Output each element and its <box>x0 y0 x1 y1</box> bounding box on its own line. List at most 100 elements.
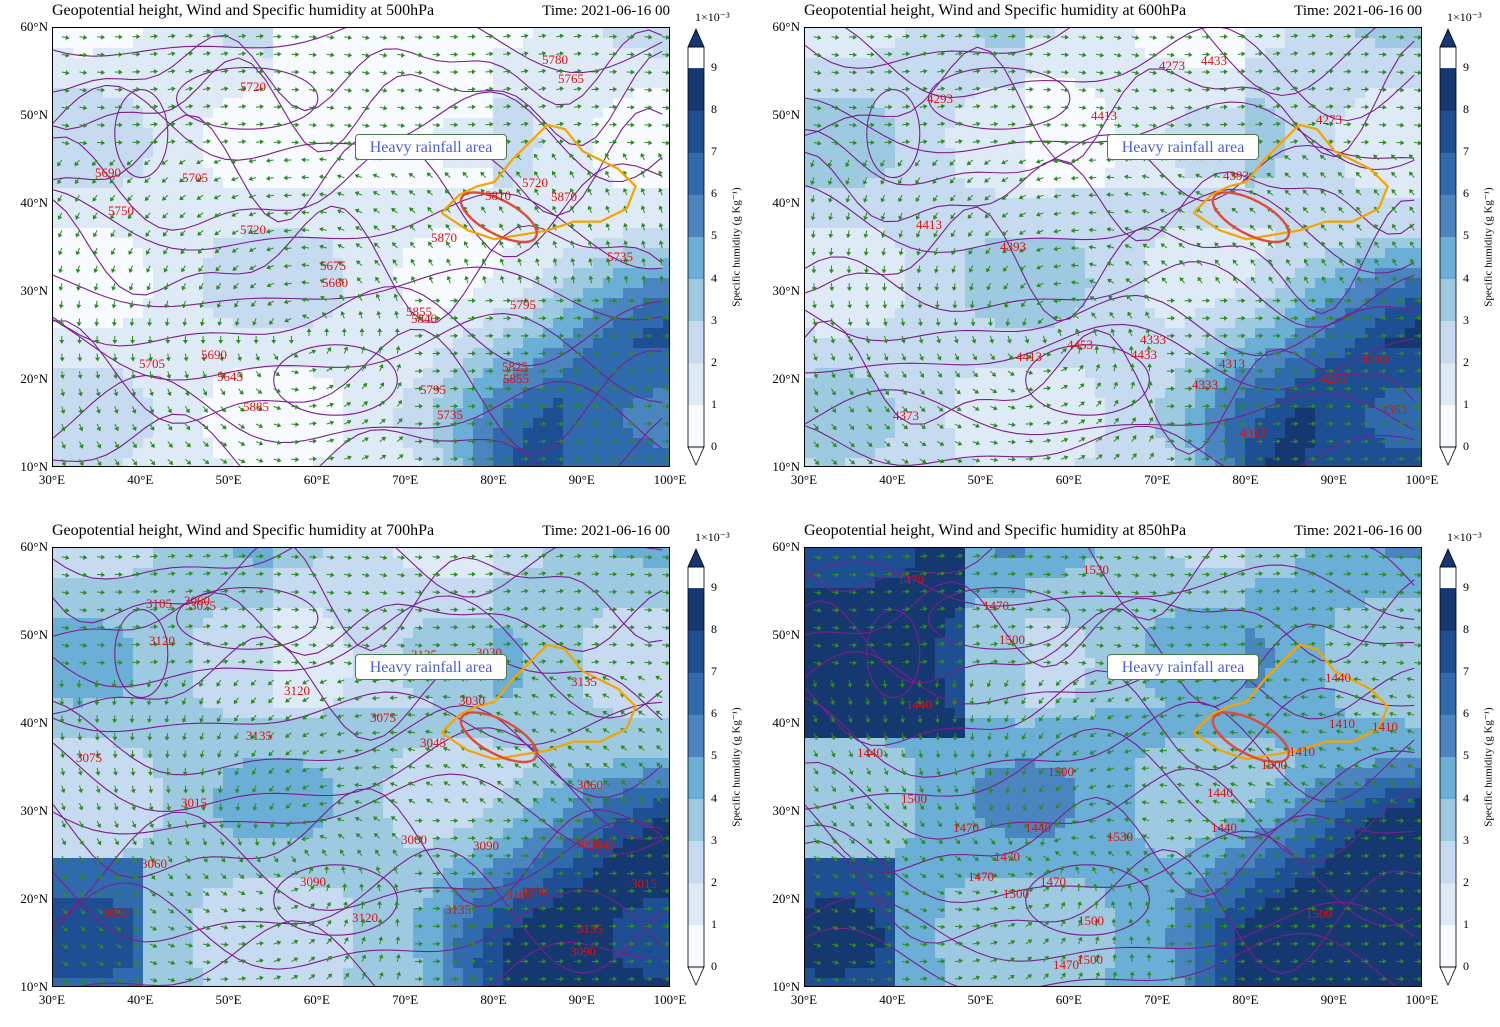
contour-label: 4433 <box>1201 53 1227 68</box>
contour-label: 1470 <box>953 820 979 835</box>
lat-tick-label: 50°N <box>752 627 800 643</box>
colorbar-tick-label: 2 <box>1463 355 1469 370</box>
colorbar-tick-label: 9 <box>711 60 717 75</box>
colorbar-exponent: 1×10⁻³ <box>1447 10 1482 25</box>
colorbar-tick-label: 5 <box>711 748 717 763</box>
map-panel: Geopotential height, Wind and Specific h… <box>0 0 750 507</box>
lon-tick-label: 30°E <box>27 992 77 1008</box>
colorbar-tick-label: 8 <box>1463 102 1469 117</box>
colorbar-segment <box>1440 405 1456 448</box>
map-panel: Geopotential height, Wind and Specific h… <box>752 520 1500 1027</box>
contour-label: 4433 <box>1131 347 1157 362</box>
contour-label: 3090 <box>300 874 326 889</box>
map-canvas: 1440147014701500153014401500147014401500… <box>805 548 1422 987</box>
contour-label: 4413 <box>916 217 942 232</box>
colorbar-tick-label: 0 <box>1463 439 1469 454</box>
contour-label: 3060 <box>184 593 210 608</box>
contour-label: 3090 <box>473 838 499 853</box>
colorbar-max-arrow <box>688 549 704 567</box>
contour-label: 3120 <box>352 910 378 925</box>
contour-label: 4333 <box>1140 332 1166 347</box>
colorbar-segment <box>1440 110 1456 153</box>
colorbar-max-arrow <box>1440 549 1456 567</box>
contour-label: 3105 <box>146 596 172 611</box>
contour-label: 1500 <box>999 632 1025 647</box>
contour-label: 5840 <box>411 311 437 326</box>
panel-title: Geopotential height, Wind and Specific h… <box>804 2 1186 20</box>
contour-label: 1470 <box>1053 957 1079 972</box>
lon-tick-label: 40°E <box>115 472 165 488</box>
contour-label: 5885 <box>243 399 269 414</box>
contour-label: 1530 <box>1107 829 1133 844</box>
map-canvas: 3060304530603015313531503075303030453090… <box>53 548 670 987</box>
colorbar-exponent: 1×10⁻³ <box>695 10 730 25</box>
contour-label: 4253 <box>1321 371 1347 386</box>
colorbar-tick-label: 5 <box>711 228 717 243</box>
lon-tick-label: 90°E <box>1309 992 1359 1008</box>
colorbar-tick-label: 6 <box>711 186 717 201</box>
colorbar-tick-label: 2 <box>711 875 717 890</box>
lon-tick-label: 80°E <box>1220 992 1270 1008</box>
lat-tick-label: 60°N <box>0 19 48 35</box>
contour-label: 1500 <box>1077 952 1103 967</box>
lon-tick-label: 60°E <box>1044 472 1094 488</box>
contour-label: 5705 <box>182 170 208 185</box>
contour-label: 1440 <box>1207 785 1233 800</box>
lon-tick-label: 30°E <box>27 472 77 488</box>
contour-label: 1500 <box>901 791 927 806</box>
contour-label: 3075 <box>370 710 396 725</box>
colorbar-tick-label: 8 <box>711 102 717 117</box>
contour-label: 5660 <box>322 275 348 290</box>
colorbar-segment <box>1440 152 1456 195</box>
contour-label: 5705 <box>139 356 165 371</box>
panel-title: Geopotential height, Wind and Specific h… <box>804 522 1186 540</box>
contour-label: 3060 <box>577 777 603 792</box>
colorbar-segment <box>1440 925 1456 968</box>
colorbar-segment <box>688 152 704 195</box>
map-panel: Geopotential height, Wind and Specific h… <box>0 520 750 1027</box>
contour-label: 3060 <box>401 832 427 847</box>
colorbar-tick-label: 8 <box>1463 622 1469 637</box>
colorbar-min-arrow <box>1440 967 1456 985</box>
lon-tick-label: 50°E <box>204 992 254 1008</box>
contour-label: 4273 <box>1159 58 1185 73</box>
lat-tick-label: 30°N <box>752 803 800 819</box>
contour-label: 1410 <box>1329 716 1355 731</box>
contour-label: 1500 <box>1003 886 1029 901</box>
colorbar-segment <box>688 68 704 111</box>
colorbar-tick-label: 0 <box>711 439 717 454</box>
colorbar-tick-label: 1 <box>711 397 717 412</box>
rainfall-annotation: Heavy rainfall area <box>355 134 507 160</box>
lon-tick-label: 50°E <box>956 992 1006 1008</box>
contour-label: 5675 <box>320 258 346 273</box>
colorbar-tick-label: 3 <box>1463 313 1469 328</box>
contour-label: 3015 <box>181 795 207 810</box>
map-canvas: 4253429343334273431343934313435342934333… <box>805 28 1422 467</box>
lon-tick-label: 70°E <box>1132 472 1182 488</box>
lat-tick-label: 60°N <box>752 539 800 555</box>
contour-label: 1470 <box>898 572 924 587</box>
contour-label: 4393 <box>1223 168 1249 183</box>
map-frame: 1440147014701500153014401500147014401500… <box>804 547 1422 987</box>
colorbar-tick-label: 1 <box>1463 917 1469 932</box>
colorbar-segment <box>1440 237 1456 280</box>
contour-label: 3060 <box>141 856 167 871</box>
rainfall-annotation: Heavy rainfall area <box>1107 654 1259 680</box>
contour-label: 4313 <box>1240 425 1266 440</box>
colorbar-tick-label: 6 <box>1463 706 1469 721</box>
colorbar-segment <box>688 630 704 673</box>
colorbar-tick-label: 2 <box>1463 875 1469 890</box>
contour-label: 1440 <box>1325 670 1351 685</box>
lon-tick-label: 100°E <box>1397 472 1447 488</box>
lon-tick-label: 80°E <box>468 472 518 488</box>
panel-title: Geopotential height, Wind and Specific h… <box>52 2 434 20</box>
colorbar-segment <box>1440 321 1456 364</box>
contour-label: 1530 <box>1083 562 1109 577</box>
colorbar-segment <box>688 925 704 968</box>
contour-label: 3135 <box>445 902 471 917</box>
colorbar-tick-label: 9 <box>711 580 717 595</box>
contour-label: 5645 <box>217 369 243 384</box>
contour-label: 3105 <box>506 887 532 902</box>
lon-tick-label: 90°E <box>1309 472 1359 488</box>
